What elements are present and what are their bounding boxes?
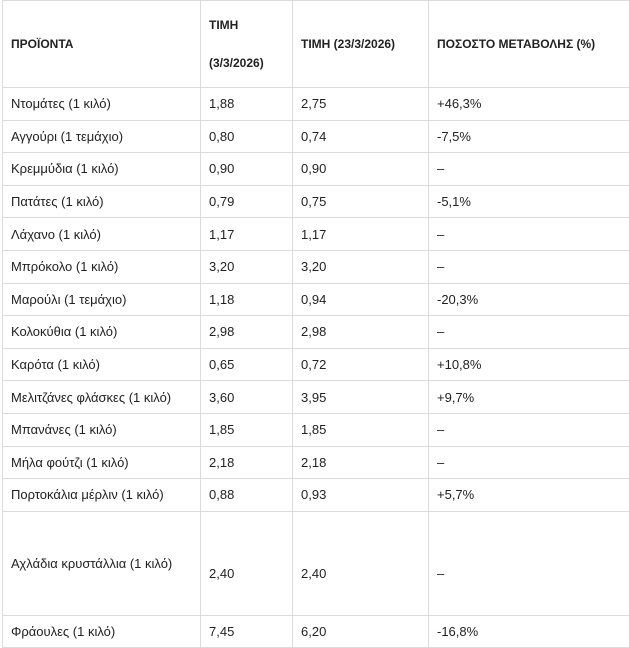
value-cell: 2,40 [293,511,429,615]
value-cell: -16,8% [429,615,629,648]
value-cell: 2,18 [201,446,293,479]
value-cell: 3,20 [201,250,293,283]
value-cell: 1,85 [201,413,293,446]
value-cell: – [429,218,629,251]
product-cell: Κρεμμύδια (1 κιλό) [3,153,201,186]
value-cell: 3,95 [293,381,429,414]
header-text: (3/3/2026) [209,56,284,70]
product-cell: Αγγούρι (1 τεμάχιο) [3,120,201,153]
value-cell: -7,5% [429,120,629,153]
value-cell: – [429,153,629,186]
value-cell: +46,3% [429,88,629,121]
table-header: ΠΡΟΪΟΝΤΑ ΤΙΜΗ (3/3/2026) ΤΙΜΗ (23/3/2026)… [3,1,629,88]
value-cell: 7,45 [201,615,293,648]
value-cell: 1,85 [293,413,429,446]
value-cell: +9,7% [429,381,629,414]
value-cell: 0,75 [293,185,429,218]
value-cell: 1,18 [201,283,293,316]
value-cell: – [429,413,629,446]
value-cell: – [429,511,629,615]
product-cell: Μήλα φούτζι (1 κιλό) [3,446,201,479]
header-cell: ΤΙΜΗ (3/3/2026) [201,1,293,88]
value-cell: – [429,316,629,349]
value-cell: 0,90 [293,153,429,186]
value-cell: 3,60 [201,381,293,414]
value-cell: 3,20 [293,250,429,283]
value-cell: – [429,250,629,283]
value-cell: 0,94 [293,283,429,316]
value-cell: 0,65 [201,348,293,381]
value-cell: 2,98 [293,316,429,349]
value-cell: 0,74 [293,120,429,153]
value-cell: +5,7% [429,479,629,512]
value-cell: 1,17 [293,218,429,251]
header-row: ΠΡΟΪΟΝΤΑ ΤΙΜΗ (3/3/2026) ΤΙΜΗ (23/3/2026)… [3,1,629,88]
page: ΠΡΟΪΟΝΤΑ ΤΙΜΗ (3/3/2026) ΤΙΜΗ (23/3/2026)… [0,0,629,635]
value-cell: 6,20 [293,615,429,648]
value-cell: -5,1% [429,185,629,218]
value-cell: – [429,446,629,479]
product-cell: Φράουλες (1 κιλό) [3,615,201,648]
product-cell: Μαρούλι (1 τεμάχιο) [3,283,201,316]
product-cell: Ντομάτες (1 κιλό) [3,88,201,121]
value-cell: 0,93 [293,479,429,512]
value-cell: 2,18 [293,446,429,479]
value-cell: 0,90 [201,153,293,186]
product-cell: Πατάτες (1 κιλό) [3,185,201,218]
header-cell: ΠΡΟΪΟΝΤΑ [3,1,201,88]
value-cell: -20,3% [429,283,629,316]
value-cell: 0,79 [201,185,293,218]
product-cell: Κολοκύθια (1 κιλό) [3,316,201,349]
value-cell: 1,88 [201,88,293,121]
product-cell: Μπανάνες (1 κιλό) [3,413,201,446]
value-cell: +10,8% [429,348,629,381]
product-cell: Καρότα (1 κιλό) [3,348,201,381]
product-cell: Πορτοκάλια μέρλιν (1 κιλό) [3,479,201,512]
value-cell: 1,17 [201,218,293,251]
product-cell: Λάχανο (1 κιλό) [3,218,201,251]
value-cell: 2,75 [293,88,429,121]
product-cell: Μπρόκολο (1 κιλό) [3,250,201,283]
value-cell: 0,80 [201,120,293,153]
value-cell: 2,40 [201,511,293,615]
value-cell: 2,98 [201,316,293,349]
product-cell: Μελιτζάνες φλάσκες (1 κιλό) [3,381,201,414]
header-cell: ΤΙΜΗ (23/3/2026) [293,1,429,88]
value-cell: 0,88 [201,479,293,512]
header-text: ΤΙΜΗ [209,18,284,32]
value-cell: 0,72 [293,348,429,381]
header-cell: ΠΟΣΟΣΤΟ ΜΕΤΑΒΟΛΗΣ (%) [429,1,629,88]
product-cell: Αχλάδια κρυστάλλια (1 κιλό) [3,511,201,615]
